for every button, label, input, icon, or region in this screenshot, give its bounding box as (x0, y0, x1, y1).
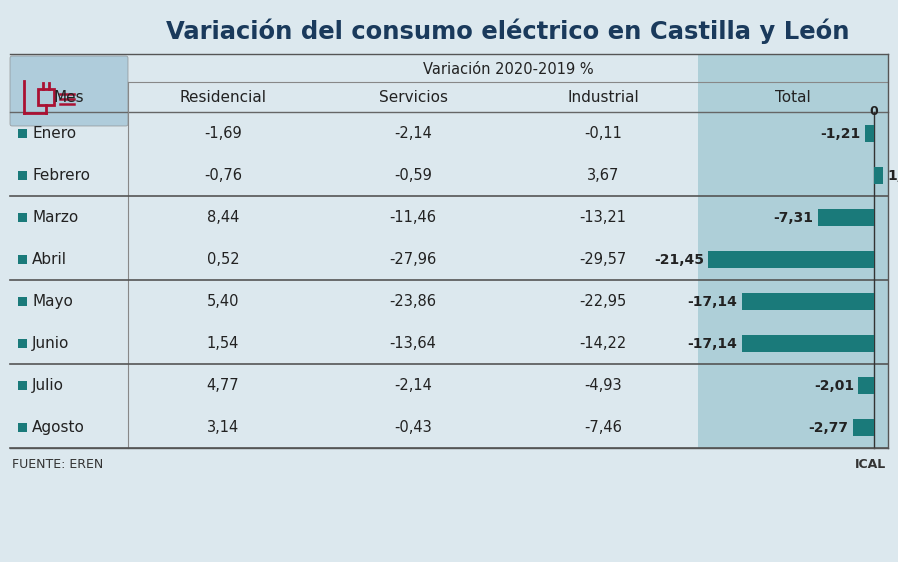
Text: -13,21: -13,21 (579, 210, 627, 225)
Text: -0,11: -0,11 (584, 126, 622, 141)
Bar (18, 255, 27, 264)
Text: Total: Total (775, 90, 811, 105)
Text: Marzo: Marzo (32, 210, 78, 225)
Text: Julio: Julio (32, 378, 64, 393)
Text: ICAL: ICAL (855, 457, 886, 470)
Bar (874, 167, 883, 184)
Text: -27,96: -27,96 (390, 252, 436, 268)
Text: -0,59: -0,59 (394, 169, 432, 183)
Text: -1,69: -1,69 (204, 126, 242, 141)
Text: -2,14: -2,14 (394, 126, 432, 141)
Text: -1,21: -1,21 (821, 127, 860, 141)
Text: Enero: Enero (32, 126, 76, 141)
Text: 0,52: 0,52 (207, 252, 239, 268)
Text: 1,16: 1,16 (887, 169, 898, 183)
FancyBboxPatch shape (10, 56, 128, 126)
Text: Agosto: Agosto (32, 420, 85, 436)
Text: -4,93: -4,93 (585, 378, 621, 393)
Text: 3,14: 3,14 (207, 420, 239, 436)
Text: 4,77: 4,77 (207, 378, 239, 393)
Text: -17,14: -17,14 (688, 295, 737, 309)
Bar (742, 336, 874, 352)
Text: -21,45: -21,45 (655, 253, 704, 267)
Text: -2,14: -2,14 (394, 378, 432, 393)
Text: 0: 0 (869, 105, 878, 118)
Bar (18, 129, 27, 138)
Bar (18, 171, 27, 180)
Text: 8,44: 8,44 (207, 210, 239, 225)
Text: Industrial: Industrial (568, 90, 638, 105)
Text: FUENTE: EREN: FUENTE: EREN (12, 457, 103, 470)
Text: 5,40: 5,40 (207, 294, 239, 309)
Bar (10, 54, 888, 448)
Text: -17,14: -17,14 (688, 337, 737, 351)
Text: -2,01: -2,01 (814, 379, 855, 393)
Bar (858, 378, 874, 394)
Bar (18, 297, 27, 306)
Text: Mayo: Mayo (32, 294, 73, 309)
Text: -7,46: -7,46 (584, 420, 622, 436)
Bar (38, 89, 54, 105)
Bar (18, 214, 27, 223)
Text: Febrero: Febrero (32, 169, 90, 183)
Text: -7,31: -7,31 (773, 211, 814, 225)
Bar (852, 419, 874, 436)
Bar (18, 339, 27, 348)
Text: Mes: Mes (54, 90, 84, 105)
Bar (817, 210, 874, 226)
Text: -22,95: -22,95 (579, 294, 627, 309)
Text: Servicios: Servicios (378, 90, 447, 105)
Text: Abril: Abril (32, 252, 67, 268)
Bar (742, 293, 874, 310)
Text: Residencial: Residencial (180, 90, 267, 105)
Text: 1,54: 1,54 (207, 336, 239, 351)
Text: -23,86: -23,86 (390, 294, 436, 309)
Bar (709, 251, 874, 268)
Text: Junio: Junio (32, 336, 69, 351)
Bar (18, 382, 27, 391)
Text: -11,46: -11,46 (390, 210, 436, 225)
Text: -2,77: -2,77 (808, 421, 849, 435)
Text: -14,22: -14,22 (579, 336, 627, 351)
Text: Variación del consumo eléctrico en Castilla y León: Variación del consumo eléctrico en Casti… (166, 18, 850, 44)
Text: Variación 2020-2019 %: Variación 2020-2019 % (423, 62, 594, 77)
Text: 3,67: 3,67 (586, 169, 620, 183)
Text: -13,64: -13,64 (390, 336, 436, 351)
Text: -0,43: -0,43 (394, 420, 432, 436)
Text: -29,57: -29,57 (579, 252, 627, 268)
Text: -0,76: -0,76 (204, 169, 242, 183)
Bar (698, 54, 888, 448)
Bar (865, 125, 874, 142)
Bar (18, 423, 27, 432)
